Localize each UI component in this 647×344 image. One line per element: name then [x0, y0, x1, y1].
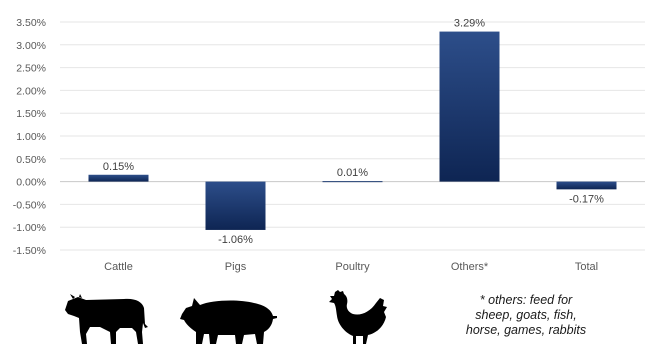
bars: [88, 31, 617, 230]
gridlines: [60, 21, 645, 251]
data-label: 3.29%: [454, 18, 485, 30]
pig-icon: [180, 298, 277, 344]
cow-icon: [65, 294, 148, 344]
y-tick-label: 3.50%: [16, 17, 46, 29]
y-tick-label: 2.00%: [16, 85, 46, 97]
bar-total: [556, 181, 617, 190]
hen-icon: [329, 290, 387, 344]
category-label: Poultry: [335, 261, 370, 273]
y-tick-label: -1.50%: [13, 245, 46, 257]
y-tick-label: -1.00%: [13, 222, 46, 234]
category-label: Others*: [451, 261, 489, 273]
y-tick-label: 1.00%: [16, 131, 46, 143]
bar-pigs: [205, 181, 266, 230]
data-labels: 0.15% -1.06% 0.01% 3.29% -0.17%: [103, 18, 604, 246]
y-tick-label: 1.50%: [16, 108, 46, 120]
y-tick-label: -0.50%: [13, 199, 46, 211]
footnote: * others: feed for sheep, goats, fish, h…: [438, 293, 614, 338]
category-label: Cattle: [104, 261, 133, 273]
data-label: -0.17%: [569, 193, 604, 205]
bar-chart: 3.50% 3.00% 2.50% 2.00% 1.50% 1.00% 0.50% 0.00%…: [13, 17, 645, 273]
data-label: 0.15%: [103, 161, 134, 173]
y-tick-label: 0.50%: [16, 154, 46, 166]
bar-poultry: [322, 181, 383, 183]
y-tick-label: 3.00%: [16, 40, 46, 52]
y-axis-ticks: 3.50% 3.00% 2.50% 2.00% 1.50% 1.00% 0.50% 0.00%…: [13, 17, 46, 257]
footnote-line-2: sheep, goats, fish,: [475, 308, 577, 322]
category-label: Total: [575, 261, 598, 273]
footnote-line-1: * others: feed for: [479, 293, 573, 307]
y-tick-label: 2.50%: [16, 63, 46, 75]
data-label: 0.01%: [337, 167, 368, 179]
category-label: Pigs: [225, 261, 247, 273]
y-tick-label: 0.00%: [16, 177, 46, 189]
bar-cattle: [88, 174, 149, 182]
bar-others: [439, 31, 500, 182]
data-label: -1.06%: [218, 234, 253, 246]
category-labels: Cattle Pigs Poultry Others* Total: [104, 261, 598, 273]
footnote-line-3: horse, games, rabbits: [465, 323, 587, 337]
